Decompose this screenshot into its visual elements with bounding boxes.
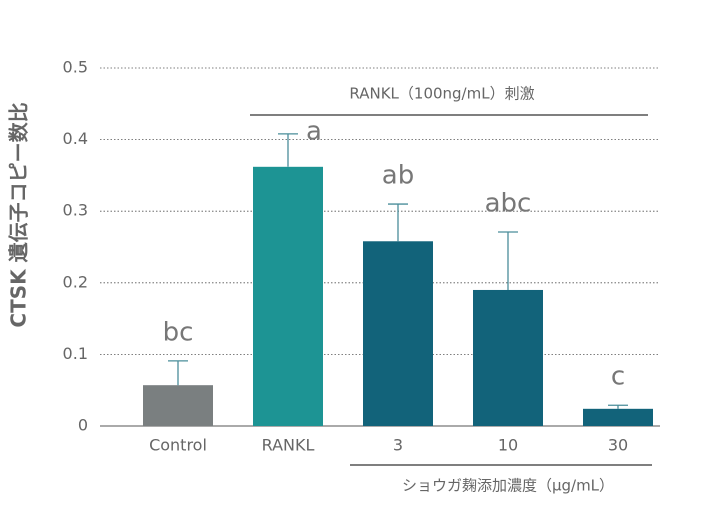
error-bar <box>168 360 188 386</box>
bar <box>143 385 213 426</box>
error-bar <box>278 133 298 167</box>
bar <box>473 289 543 426</box>
y-tick-label: 0.4 <box>63 129 88 148</box>
error-bar <box>388 203 408 242</box>
y-tick-label: 0.5 <box>63 58 88 77</box>
x-tick-label: Control <box>149 436 207 455</box>
y-tick-label: 0.3 <box>63 201 88 220</box>
error-bar <box>498 231 518 290</box>
x-tick-label: 10 <box>498 436 518 455</box>
bar <box>363 241 433 426</box>
x-tick-label: 30 <box>608 436 628 455</box>
significance-letter: ab <box>382 161 414 191</box>
x-tick-label: RANKL <box>262 436 315 455</box>
group-label: ショウガ麹添加濃度（μg/mL） <box>402 477 614 495</box>
significance-letter: abc <box>485 188 532 218</box>
error-bar <box>608 404 628 409</box>
bar <box>583 408 653 426</box>
group-label: RANKL（100ng/mL）刺激 <box>349 85 534 103</box>
y-tick-label: 0.2 <box>63 272 88 291</box>
y-tick-label: 0.1 <box>63 344 88 363</box>
y-tick-label: 0 <box>78 416 88 435</box>
significance-letter: bc <box>163 317 194 347</box>
y-axis-title: CTSK 遺伝子コピー数比 <box>7 102 31 327</box>
significance-letter: c <box>611 362 625 392</box>
x-tick-label: 3 <box>393 436 403 455</box>
bar <box>253 166 323 427</box>
significance-letter: a <box>306 116 322 146</box>
